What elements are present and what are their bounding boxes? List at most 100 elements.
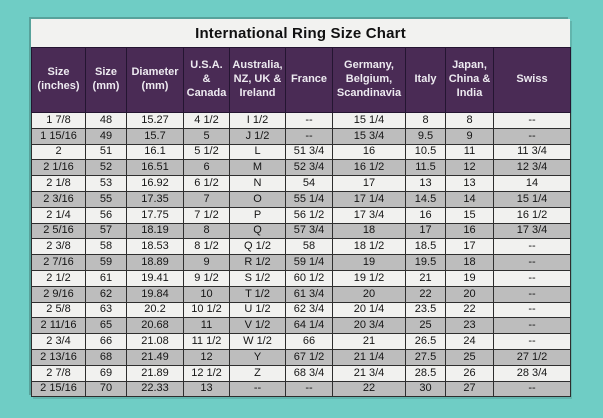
table-cell: 17 1/4 [332,190,406,208]
table-cell: 17 [405,222,446,240]
table-cell: 57 [85,222,127,240]
table-cell: 23.5 [405,301,446,319]
table-cell: -- [493,254,571,271]
table-row: 2 1/16 52 16.51 6 M 52 3/4 16 1/2 11.5 12 12 3/4 [31,159,571,177]
table-cell: 57 3/4 [285,222,333,240]
table-cell: 8 [405,112,446,129]
column-header: France [285,47,333,113]
table-cell: 70 [85,380,127,398]
table-row: 1 7/8 48 15.27 4 1/2 I 1/2 -- 15 1/4 8 8 -- [31,112,571,129]
table-cell: 7 1/2 [183,206,230,224]
table-cell: M [229,159,286,177]
table-cell: 56 [85,206,127,224]
table-cell: 11 [183,317,230,335]
table-cell: 16 [332,143,406,161]
table-cell: 6 [183,159,230,177]
table-cell: 21 [332,333,406,350]
table-cell: 66 [85,333,127,350]
table-cell: 2 7/16 [31,254,86,271]
table-row: 2 11/16 65 20.68 11 V 1/2 64 1/4 20 3/4 25 23 -- [31,317,571,335]
table-cell: 61 3/4 [285,285,333,303]
table-cell: 2 5/16 [31,222,86,240]
table-cell: 8 1/2 [183,238,230,256]
table-cell: 19.5 [405,254,446,271]
table-cell: Z [229,364,286,382]
table-cell: 5 1/2 [183,143,230,161]
table-cell: 17.75 [126,206,184,224]
table-cell: -- [285,112,333,129]
table-cell: 15 1/4 [332,112,406,129]
table-cell: 26 [445,364,494,382]
table-cell: 17 3/4 [493,222,571,240]
table-cell: I 1/2 [229,112,286,129]
table-cell: 19 [445,269,494,287]
table-cell: Q 1/2 [229,238,286,256]
table-row: 2 7/8 69 21.89 12 1/2 Z 68 3/4 21 3/4 28.5 26 28 … [31,364,571,382]
table-cell: 19 1/2 [332,269,406,287]
table-cell: -- [493,127,571,145]
table-cell: 24 [445,333,494,350]
table-cell: 21.49 [126,348,184,366]
table-cell: 55 1/4 [285,190,333,208]
table-cell: 28 3/4 [493,364,571,382]
table-cell: 18.89 [126,254,184,271]
table-cell: 59 1/4 [285,254,333,271]
table-cell: 19.84 [126,285,184,303]
column-header: Swiss [493,47,571,113]
table-cell: 12 [183,348,230,366]
table-cell: 11 1/2 [183,333,230,350]
table-cell: 9.5 [405,127,446,145]
column-header: Australia, NZ, UK & Ireland [229,47,286,113]
table-cell: 4 1/2 [183,112,230,129]
table-cell: 60 1/2 [285,269,333,287]
table-cell: 20.2 [126,301,184,319]
table-cell: W 1/2 [229,333,286,350]
table-cell: 20 3/4 [332,317,406,335]
table-cell: 9 1/2 [183,269,230,287]
table-cell: 13 [183,380,230,398]
table-cell: 25 [445,348,494,366]
table-row: 2 1/8 53 16.92 6 1/2 N 54 17 13 13 14 [31,175,571,192]
table-cell: L [229,143,286,161]
table-cell: 7 [183,190,230,208]
table-cell: 20 [332,285,406,303]
table-cell: 30 [405,380,446,398]
table-cell: 58 [285,238,333,256]
table-row: 2 3/16 55 17.35 7 O 55 1/4 17 1/4 14.5 14 15 1/4 [31,190,571,208]
table-cell: 26.5 [405,333,446,350]
table-cell: 59 [85,254,127,271]
table-row: 2 3/4 66 21.08 11 1/2 W 1/2 66 21 26.5 24 -- [31,333,571,350]
table-row: 2 1/4 56 17.75 7 1/2 P 56 1/2 17 3/4 16 15 16 1/2 [31,206,571,224]
table-cell: 2 3/8 [31,238,86,256]
table-row: 2 9/16 62 19.84 10 T 1/2 61 3/4 20 22 20 -- [31,285,571,303]
ring-size-table: Size (inches) Size (mm) Diameter (mm) U.S.A… [31,47,571,398]
table-cell: 20 1/4 [332,301,406,319]
table-cell: 16.1 [126,143,184,161]
table-cell: 22 [405,285,446,303]
table-cell: 66 [285,333,333,350]
table-row: 2 5/8 63 20.2 10 1/2 U 1/2 62 3/4 20 1/4 23.5 22… [31,301,571,319]
table-cell: 19.41 [126,269,184,287]
table-cell: R 1/2 [229,254,286,271]
table-cell: O [229,190,286,208]
table-cell: 17.35 [126,190,184,208]
table-cell: 62 [85,285,127,303]
table-cell: 65 [85,317,127,335]
table-cell: 27 1/2 [493,348,571,366]
table-cell: 21 [405,269,446,287]
table-cell: 18 1/2 [332,238,406,256]
column-header: U.S.A. & Canada [183,47,230,113]
table-cell: 12 3/4 [493,159,571,177]
table-cell: 16 1/2 [332,159,406,177]
table-cell: 10 1/2 [183,301,230,319]
table-cell: 2 7/8 [31,364,86,382]
table-row: 2 15/16 70 22.33 13 -- -- 22 30 27 -- [31,380,571,398]
table-cell: 11 3/4 [493,143,571,161]
table-cell: J 1/2 [229,127,286,145]
table-cell: 9 [445,127,494,145]
table-cell: 69 [85,364,127,382]
table-cell: 22.33 [126,380,184,398]
table-cell: -- [493,285,571,303]
table-cell: 2 5/8 [31,301,86,319]
table-cell: 25 [405,317,446,335]
